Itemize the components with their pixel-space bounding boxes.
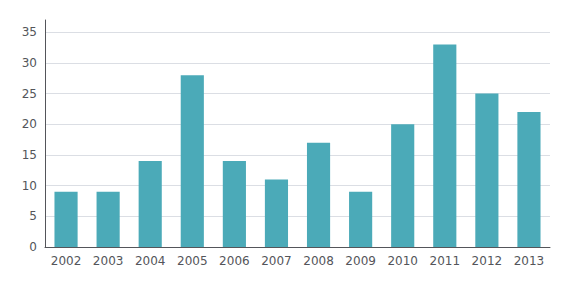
svg-text:0: 0 xyxy=(29,240,37,254)
svg-text:25: 25 xyxy=(22,87,37,101)
svg-text:10: 10 xyxy=(22,179,37,193)
svg-text:2007: 2007 xyxy=(261,254,292,268)
svg-text:2011: 2011 xyxy=(430,254,461,268)
svg-text:2009: 2009 xyxy=(345,254,376,268)
svg-text:35: 35 xyxy=(22,25,37,39)
svg-text:2013: 2013 xyxy=(514,254,545,268)
svg-text:20: 20 xyxy=(22,117,37,131)
svg-text:2006: 2006 xyxy=(219,254,250,268)
svg-text:2005: 2005 xyxy=(177,254,208,268)
svg-text:2008: 2008 xyxy=(303,254,334,268)
svg-text:2010: 2010 xyxy=(387,254,418,268)
svg-text:2004: 2004 xyxy=(135,254,166,268)
svg-text:2003: 2003 xyxy=(93,254,124,268)
svg-text:2012: 2012 xyxy=(472,254,503,268)
svg-text:15: 15 xyxy=(22,148,37,162)
svg-text:5: 5 xyxy=(29,209,37,223)
svg-text:30: 30 xyxy=(22,56,37,70)
svg-text:2002: 2002 xyxy=(51,254,82,268)
